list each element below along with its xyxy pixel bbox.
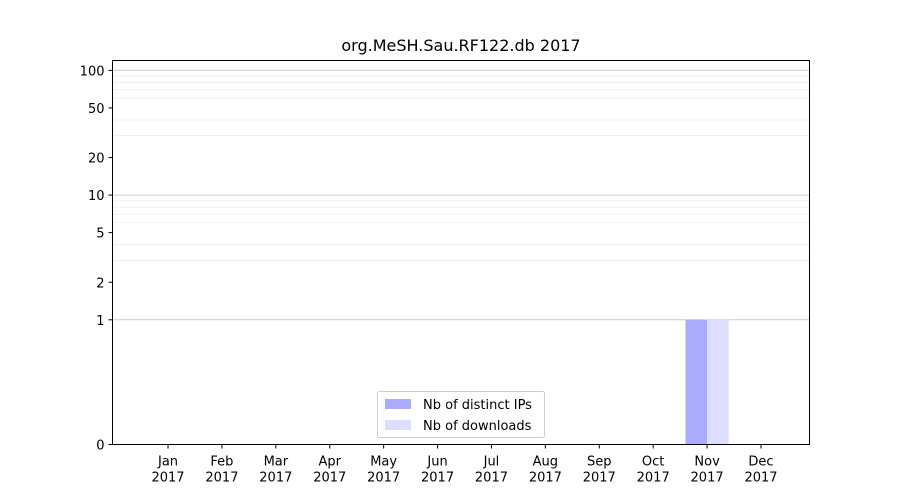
y-tick-label: 20 <box>88 152 105 167</box>
x-tick-label: Jun 2017 <box>421 455 454 486</box>
legend-label-distinct-ips: Nb of distinct IPs <box>423 398 532 413</box>
x-tick-label: Mar 2017 <box>259 455 292 486</box>
x-tick-label: Sep 2017 <box>583 455 616 486</box>
y-axis: 0 1 2 5 10 20 50 100 <box>80 64 113 454</box>
legend-label-downloads: Nb of downloads <box>423 419 532 434</box>
x-tick-label: Apr 2017 <box>313 455 346 486</box>
y-tick-label: 1 <box>96 314 104 329</box>
x-tick-label: Aug 2017 <box>529 455 562 486</box>
bar-downloads <box>707 319 729 445</box>
y-tick-label: 100 <box>80 64 105 79</box>
legend-swatch-downloads <box>385 420 411 430</box>
x-axis: Jan 2017 Feb 2017 Mar 2017 Apr 2017 May 2017 Jun 20… <box>151 444 778 486</box>
x-tick-label: Nov 2017 <box>691 455 724 486</box>
y-tick-label: 2 <box>96 276 104 291</box>
x-tick-label: Dec 2017 <box>744 455 777 486</box>
y-tick-label: 5 <box>96 227 104 242</box>
legend-swatch-distinct-ips <box>385 399 411 409</box>
legend: Nb of distinct IPs Nb of downloads <box>377 391 545 438</box>
y-tick-label: 0 <box>96 439 104 454</box>
bar-distinct-ips <box>685 319 708 445</box>
legend-box <box>377 391 545 438</box>
bars <box>685 319 729 445</box>
grid <box>112 69 810 321</box>
chart-title: org.MeSH.Sau.RF122.db 2017 <box>341 36 580 55</box>
x-tick-label: Feb 2017 <box>205 455 238 486</box>
x-tick-label: Jul 2017 <box>475 455 508 486</box>
plot-area <box>112 60 810 445</box>
x-tick-label: May 2017 <box>367 455 400 486</box>
x-tick-label: Oct 2017 <box>637 455 670 486</box>
y-tick-label: 50 <box>88 102 105 117</box>
y-tick-label: 10 <box>88 189 105 204</box>
x-tick-label: Jan 2017 <box>151 455 184 486</box>
